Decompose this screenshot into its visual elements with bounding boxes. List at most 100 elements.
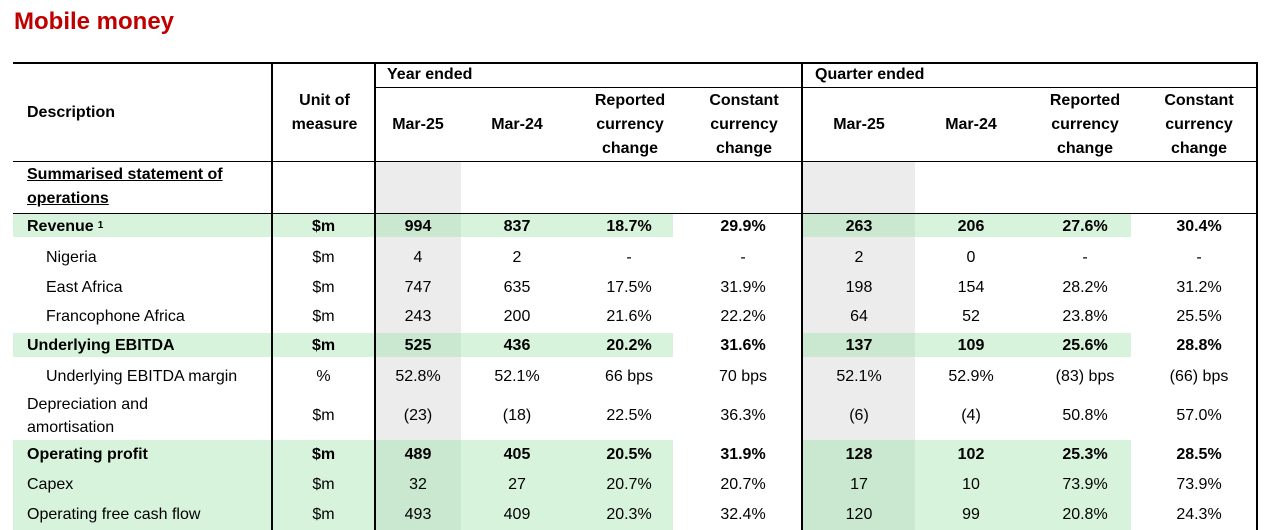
cell-yr: 66 bps — [604, 368, 654, 385]
group-rule — [375, 87, 1258, 88]
cell-q25: 64 — [850, 308, 868, 325]
cell-yr: 22.5% — [606, 407, 652, 424]
row-label: Operating profit — [27, 446, 148, 463]
cell-unit: $m — [312, 407, 335, 424]
cell-yr: 17.5% — [606, 279, 652, 296]
cell-qr: 25.3% — [1062, 446, 1108, 463]
cell-y24: 635 — [503, 279, 531, 296]
header-rule — [13, 161, 1258, 162]
cell-unit: $m — [311, 446, 336, 463]
cell-yr: - — [626, 249, 632, 266]
cell-qr: 20.8% — [1062, 505, 1108, 523]
cell-qc: 30.4% — [1176, 217, 1222, 235]
overlay-6 — [803, 440, 915, 530]
header-quarter-reported: Reported currency change — [1049, 92, 1121, 157]
cell-unit: $m — [312, 308, 335, 325]
cell-y24: 405 — [503, 446, 531, 463]
row-label: Revenue 1 — [27, 217, 104, 235]
cell-yc: - — [740, 249, 746, 266]
row-label: Nigeria — [46, 249, 97, 266]
cell-unit: $m — [311, 336, 336, 354]
col-sep-1 — [271, 62, 273, 530]
cell-qr: 28.2% — [1062, 279, 1108, 296]
cell-q24: 99 — [962, 505, 980, 523]
row-label: Francophone Africa — [46, 308, 185, 325]
overlay-5 — [375, 440, 461, 530]
cell-y25: 994 — [404, 217, 432, 235]
cell-y25: 4 — [413, 249, 423, 266]
cell-qr: 25.6% — [1062, 336, 1108, 354]
cell-q24: (4) — [961, 407, 981, 424]
cell-q25: 2 — [854, 249, 864, 266]
section-label: Summarised statement of operations — [27, 166, 223, 207]
row-label: Capex — [27, 476, 74, 493]
cell-y24: 436 — [503, 336, 531, 354]
cell-q25: (6) — [849, 407, 869, 424]
cell-unit: $m — [312, 279, 335, 296]
col-sep-2 — [374, 62, 376, 530]
cell-q24: 52 — [962, 308, 980, 325]
cell-qc: 73.9% — [1176, 476, 1222, 493]
cell-q24: 10 — [962, 476, 980, 493]
overlay-1 — [375, 213, 461, 237]
cell-qc: 28.5% — [1176, 446, 1222, 463]
cell-yr: 21.6% — [606, 308, 652, 325]
cell-y24: 27 — [508, 476, 526, 493]
page-title: Mobile money — [14, 8, 175, 35]
header-quarter-ended: Quarter ended — [815, 66, 925, 83]
cell-yr: 18.7% — [606, 217, 652, 235]
cell-yc: 20.7% — [720, 476, 766, 493]
cell-y24: 2 — [512, 249, 522, 266]
cell-yc: 70 bps — [718, 368, 768, 385]
cell-q24: 206 — [957, 217, 985, 235]
overlay-3 — [375, 333, 461, 357]
cell-qr: - — [1082, 249, 1088, 266]
col-sep-3 — [801, 62, 803, 530]
cell-qr: 50.8% — [1062, 407, 1108, 424]
cell-yr: 20.2% — [606, 336, 652, 354]
header-quarter-mar24: Mar-24 — [945, 116, 997, 133]
cell-yc: 31.6% — [720, 336, 766, 354]
cell-q25: 17 — [850, 476, 868, 493]
cell-y25: 747 — [404, 279, 432, 296]
overlay-2 — [803, 213, 915, 237]
header-year-mar24: Mar-24 — [491, 116, 543, 133]
cell-unit: $m — [312, 476, 335, 493]
cell-yc: 31.9% — [720, 446, 766, 463]
row-label: Operating free cash flow — [27, 505, 201, 523]
cell-y24: 200 — [503, 308, 531, 325]
cell-qc: 24.3% — [1176, 505, 1222, 523]
cell-y24: (18) — [502, 407, 532, 424]
header-year-mar25: Mar-25 — [392, 116, 444, 133]
cell-qr: 23.8% — [1062, 308, 1108, 325]
opprofit-highlight — [13, 440, 673, 530]
mobile-money-table: Description Unit of measure Year ended Q… — [13, 62, 1258, 530]
cell-unit: $m — [311, 217, 336, 235]
cell-qc: 28.8% — [1176, 336, 1222, 354]
cell-unit: % — [316, 368, 331, 385]
row-label: East Africa — [46, 279, 123, 296]
cell-y24: 409 — [503, 505, 531, 523]
row-label: Underlying EBITDA margin — [46, 368, 238, 385]
cell-qc: 25.5% — [1176, 308, 1222, 325]
revenue-highlight — [13, 213, 673, 237]
cell-y24: 837 — [503, 217, 531, 235]
cell-yc: 22.2% — [720, 308, 766, 325]
header-year-reported: Reported currency change — [594, 92, 666, 157]
cell-y25: 489 — [404, 446, 432, 463]
overlay-4 — [803, 333, 915, 357]
cell-y25: 32 — [409, 476, 427, 493]
header-year-ended: Year ended — [387, 66, 473, 83]
cell-qr: 73.9% — [1062, 476, 1108, 493]
cell-q25: 137 — [845, 336, 873, 354]
cell-y25: 493 — [404, 505, 432, 523]
ebitda-highlight — [13, 333, 673, 357]
cell-y24: 52.1% — [494, 368, 540, 385]
cell-q25: 120 — [845, 505, 873, 523]
cell-yc: 29.9% — [720, 217, 766, 235]
section-rule — [13, 213, 1258, 214]
cell-yr: 20.5% — [606, 446, 652, 463]
cell-q24: 0 — [966, 249, 976, 266]
header-quarter-mar25: Mar-25 — [833, 116, 885, 133]
cell-yr: 20.3% — [606, 505, 652, 523]
